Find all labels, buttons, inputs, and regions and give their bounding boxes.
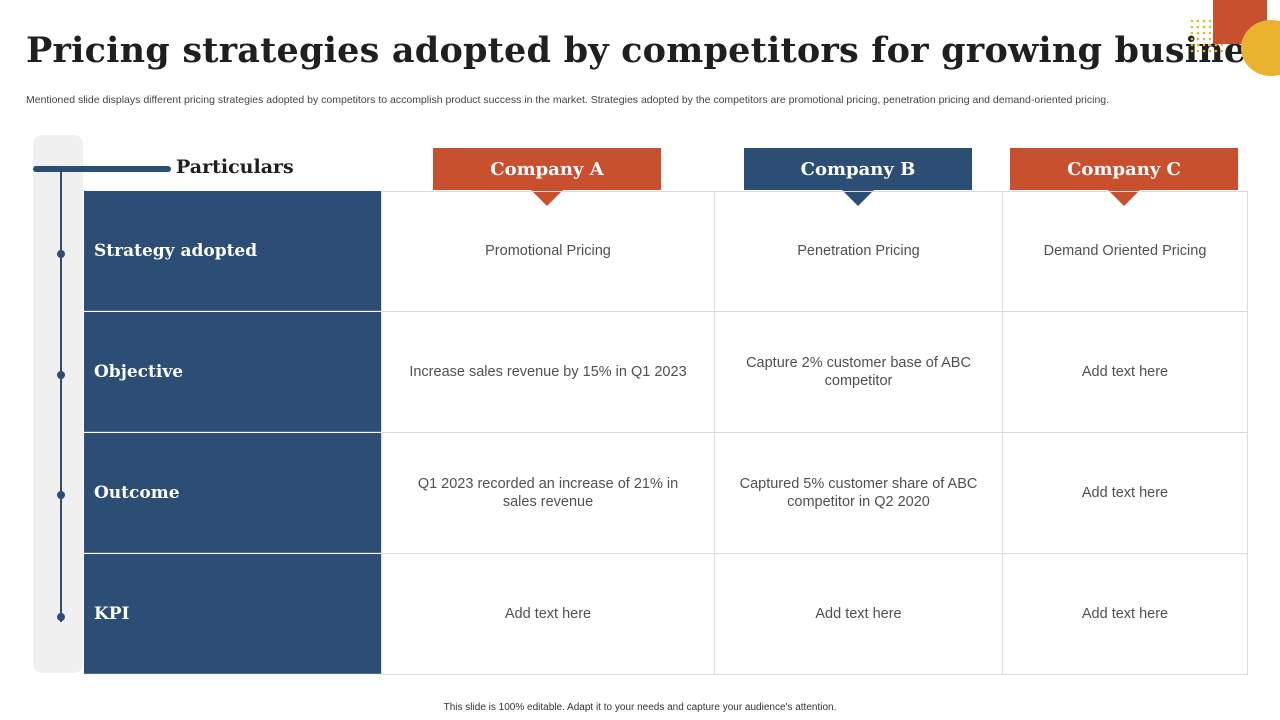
comparison-table: Strategy adopted Promotional Pricing Pen… — [84, 191, 1248, 675]
timeline-line — [60, 172, 62, 622]
table-row: Outcome Q1 2023 recorded an increase of … — [84, 433, 1248, 554]
row-label: Objective — [84, 312, 381, 432]
company-b-header: Company B — [744, 148, 972, 206]
row-label: Strategy adopted — [84, 191, 381, 311]
company-a-label: Company A — [490, 159, 604, 180]
table-cell: Add text here — [1002, 312, 1248, 433]
table-cell: Penetration Pricing — [714, 191, 1002, 312]
company-a-header: Company A — [433, 148, 661, 206]
company-c-header: Company C — [1010, 148, 1238, 206]
timeline-rail — [33, 135, 83, 673]
table-row: KPI Add text here Add text here Add text… — [84, 554, 1248, 675]
pointer-notch — [1108, 190, 1140, 206]
slide-title: Pricing strategies adopted by competitor… — [26, 30, 1280, 71]
table-row: Objective Increase sales revenue by 15% … — [84, 312, 1248, 433]
row-label: KPI — [84, 554, 381, 674]
slide-footer: This slide is 100% editable. Adapt it to… — [443, 702, 837, 713]
pointer-notch — [842, 190, 874, 206]
company-b-label: Company B — [800, 159, 916, 180]
table-cell: Captured 5% customer share of ABC compet… — [714, 433, 1002, 554]
table-cell: Demand Oriented Pricing — [1002, 191, 1248, 312]
pointer-notch — [531, 190, 563, 206]
slide-subtitle: Mentioned slide displays different prici… — [26, 94, 1110, 106]
table-cell: Increase sales revenue by 15% in Q1 2023 — [381, 312, 714, 433]
timeline-dot — [57, 613, 65, 621]
table-cell: Capture 2% customer base of ABC competit… — [714, 312, 1002, 433]
table-cell: Add text here — [381, 554, 714, 675]
timeline-dot — [57, 491, 65, 499]
row-label: Outcome — [84, 433, 381, 553]
timeline-dot — [57, 250, 65, 258]
timeline-dot — [57, 371, 65, 379]
table-cell: Promotional Pricing — [381, 191, 714, 312]
particulars-heading: Particulars — [176, 156, 294, 178]
company-c-label: Company C — [1067, 159, 1181, 180]
table-cell: Q1 2023 recorded an increase of 21% in s… — [381, 433, 714, 554]
table-cell: Add text here — [1002, 433, 1248, 554]
table-row: Strategy adopted Promotional Pricing Pen… — [84, 191, 1248, 312]
table-cell: Add text here — [1002, 554, 1248, 675]
particulars-bar — [33, 166, 171, 172]
table-cell: Add text here — [714, 554, 1002, 675]
